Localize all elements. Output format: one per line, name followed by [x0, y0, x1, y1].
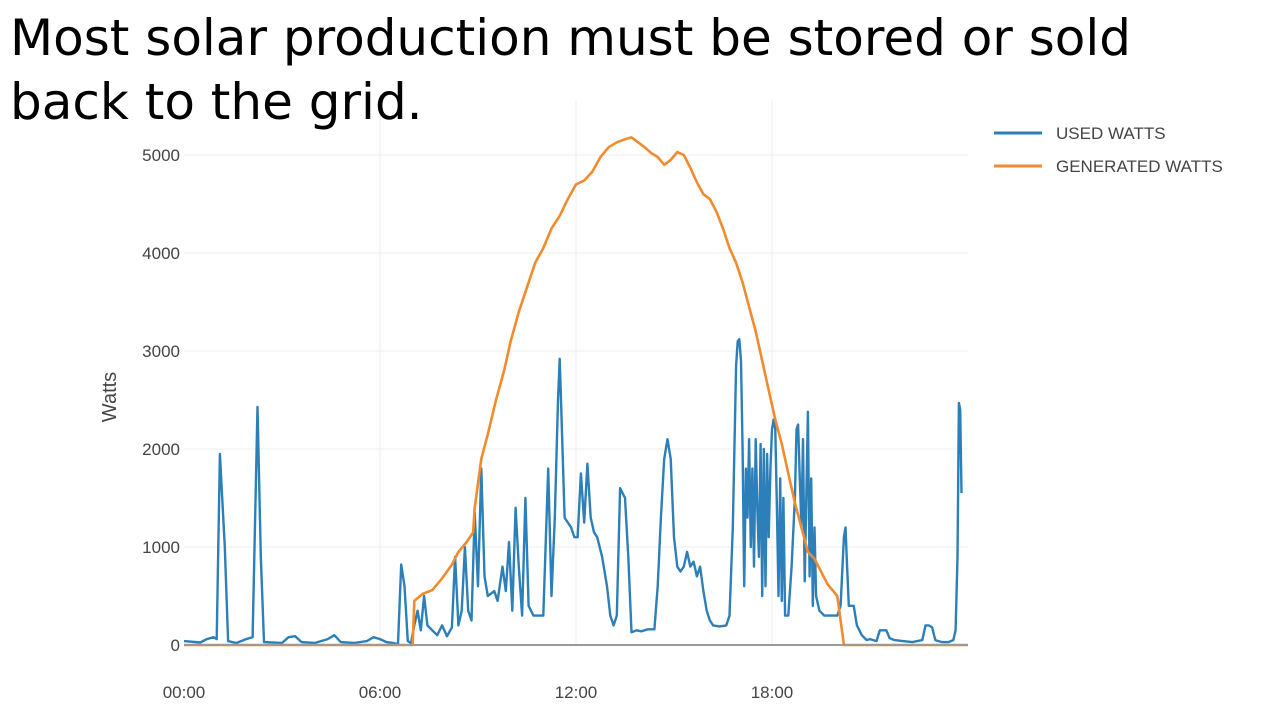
x-tick-label: 12:00	[555, 683, 598, 702]
chart-grid	[184, 100, 968, 645]
y-tick-label: 0	[171, 636, 180, 655]
chart-legend: USED WATTS GENERATED WATTS	[994, 124, 1223, 176]
y-tick-label: 2000	[142, 440, 180, 459]
x-tick-label: 18:00	[751, 683, 794, 702]
chart-series	[183, 136, 968, 647]
legend-label: USED WATTS	[1056, 124, 1166, 143]
x-tick-label: 06:00	[359, 683, 402, 702]
y-tick-label: 4000	[142, 244, 180, 263]
y-axis-title: Watts	[99, 372, 121, 422]
y-tick-label: 5000	[142, 146, 180, 165]
series-line-generated-watts	[184, 136, 968, 647]
chart-axes: 0 1000 2000 3000 4000 5000 00:00 06:00 12:00 18:0…	[142, 146, 968, 702]
series-line-used-watts	[183, 338, 963, 646]
slide-title: Most solar production must be stored or …	[10, 9, 1132, 131]
legend-label: GENERATED WATTS	[1056, 157, 1223, 176]
y-tick-label: 1000	[142, 538, 180, 557]
x-tick-label: 00:00	[163, 683, 206, 702]
y-tick-label: 3000	[142, 342, 180, 361]
